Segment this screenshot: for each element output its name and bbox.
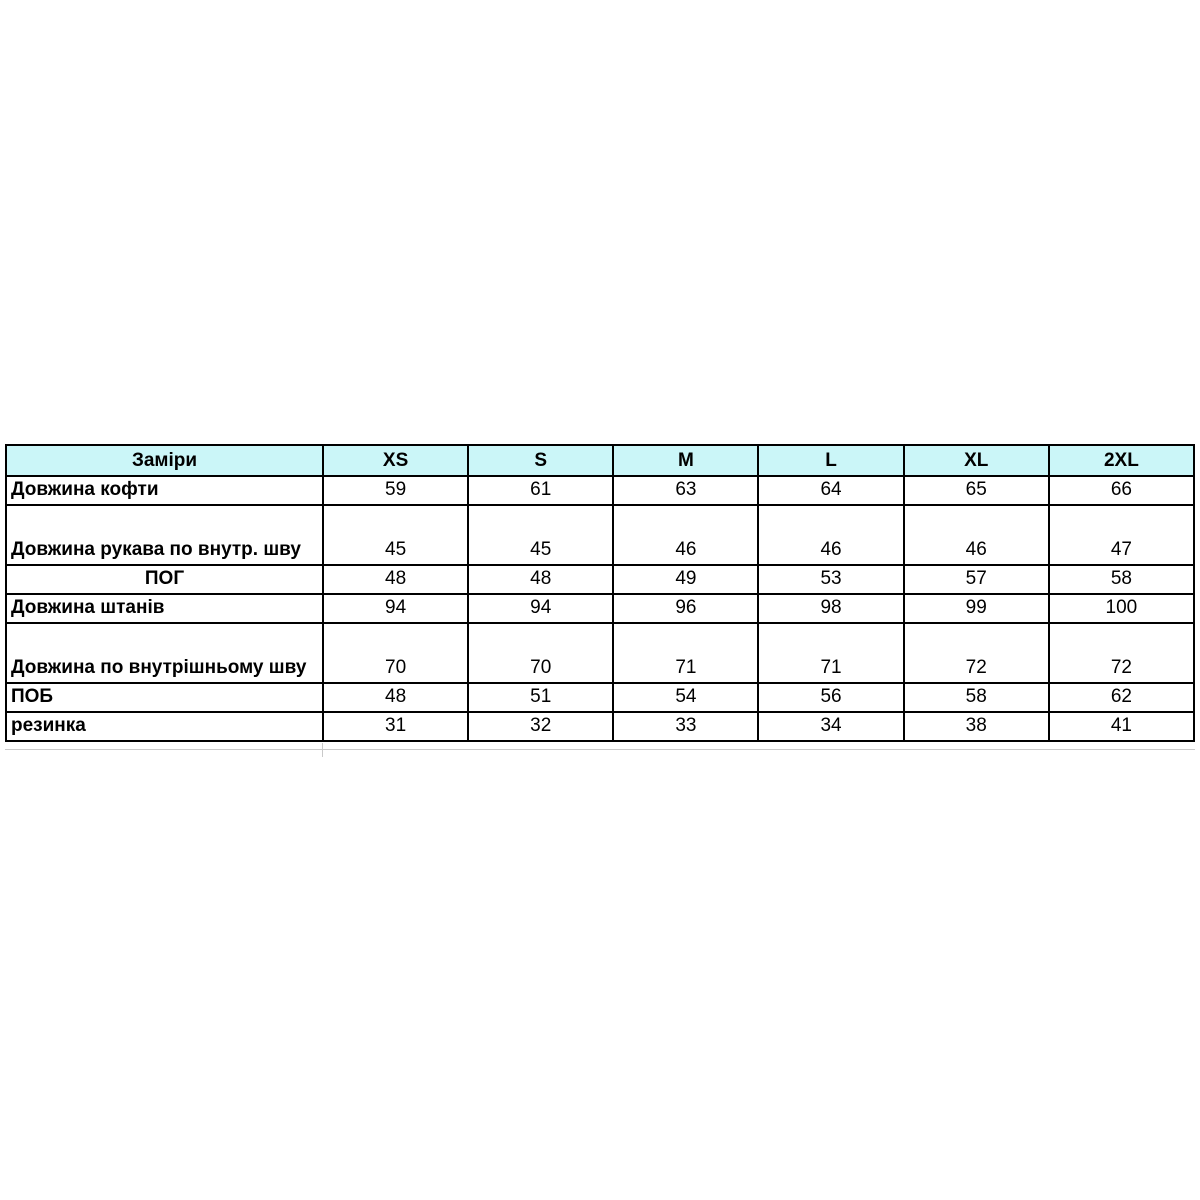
row-label: ПОБ [5,682,324,714]
table-row: резинка 31 32 33 34 38 41 [5,711,1196,743]
row-label: Довжина по внутрішньому шву [5,622,324,685]
cell-value: 70 [467,622,615,685]
cell-value: 58 [1047,564,1196,596]
cell-value: 48 [321,682,470,714]
cell-value: 48 [467,564,615,596]
faint-gridline-horizontal [5,749,1195,750]
cell-value: 94 [467,593,615,625]
cell-value: 45 [321,504,470,567]
table-row: Довжина кофти 59 61 63 64 65 66 [5,474,1196,507]
row-label: Довжина кофти [5,474,324,507]
column-header-measurements: Заміри [5,444,324,477]
column-header-xl: XL [902,444,1050,477]
cell-value: 51 [467,682,615,714]
table-row: Довжина штанів 94 94 96 98 99 100 [5,593,1196,625]
cell-value: 64 [757,474,905,507]
cell-value: 58 [902,682,1050,714]
row-label: ПОГ [5,564,324,596]
cell-value: 31 [321,711,470,743]
row-label: Довжина штанів [5,593,324,625]
column-header-s: S [467,444,615,477]
cell-value: 59 [321,474,470,507]
column-header-xs: XS [321,444,470,477]
cell-value: 72 [902,622,1050,685]
column-header-m: M [612,444,760,477]
cell-value: 100 [1047,593,1196,625]
cell-value: 54 [612,682,760,714]
cell-value: 57 [902,564,1050,596]
cell-value: 70 [321,622,470,685]
cell-value: 45 [467,504,615,567]
row-label: резинка [5,711,324,743]
cell-value: 61 [467,474,615,507]
cell-value: 63 [612,474,760,507]
table-row: ПОБ 48 51 54 56 58 62 [5,682,1196,714]
cell-value: 32 [467,711,615,743]
cell-value: 98 [757,593,905,625]
cell-value: 71 [757,622,905,685]
column-header-2xl: 2XL [1047,444,1196,477]
cell-value: 53 [757,564,905,596]
faint-gridline-vertical [322,743,323,757]
cell-value: 38 [902,711,1050,743]
header-row: Заміри XS S M L XL 2XL [5,444,1196,477]
cell-value: 56 [757,682,905,714]
cell-value: 46 [757,504,905,567]
table-row: Довжина рукава по внутр. шву 45 45 46 46… [5,504,1196,567]
cell-value: 96 [612,593,760,625]
cell-value: 66 [1047,474,1196,507]
cell-value: 71 [612,622,760,685]
cell-value: 33 [612,711,760,743]
cell-value: 99 [902,593,1050,625]
row-label: Довжина рукава по внутр. шву [5,504,324,567]
size-chart-table: Заміри XS S M L XL 2XL Довжина кофти 59 … [5,444,1196,743]
cell-value: 62 [1047,682,1196,714]
column-header-l: L [757,444,905,477]
cell-value: 34 [757,711,905,743]
cell-value: 65 [902,474,1050,507]
cell-value: 94 [321,593,470,625]
cell-value: 46 [612,504,760,567]
cell-value: 48 [321,564,470,596]
table-row: ПОГ 48 48 49 53 57 58 [5,564,1196,596]
table-row: Довжина по внутрішньому шву 70 70 71 71 … [5,622,1196,685]
cell-value: 41 [1047,711,1196,743]
cell-value: 47 [1047,504,1196,567]
cell-value: 72 [1047,622,1196,685]
cell-value: 46 [902,504,1050,567]
cell-value: 49 [612,564,760,596]
